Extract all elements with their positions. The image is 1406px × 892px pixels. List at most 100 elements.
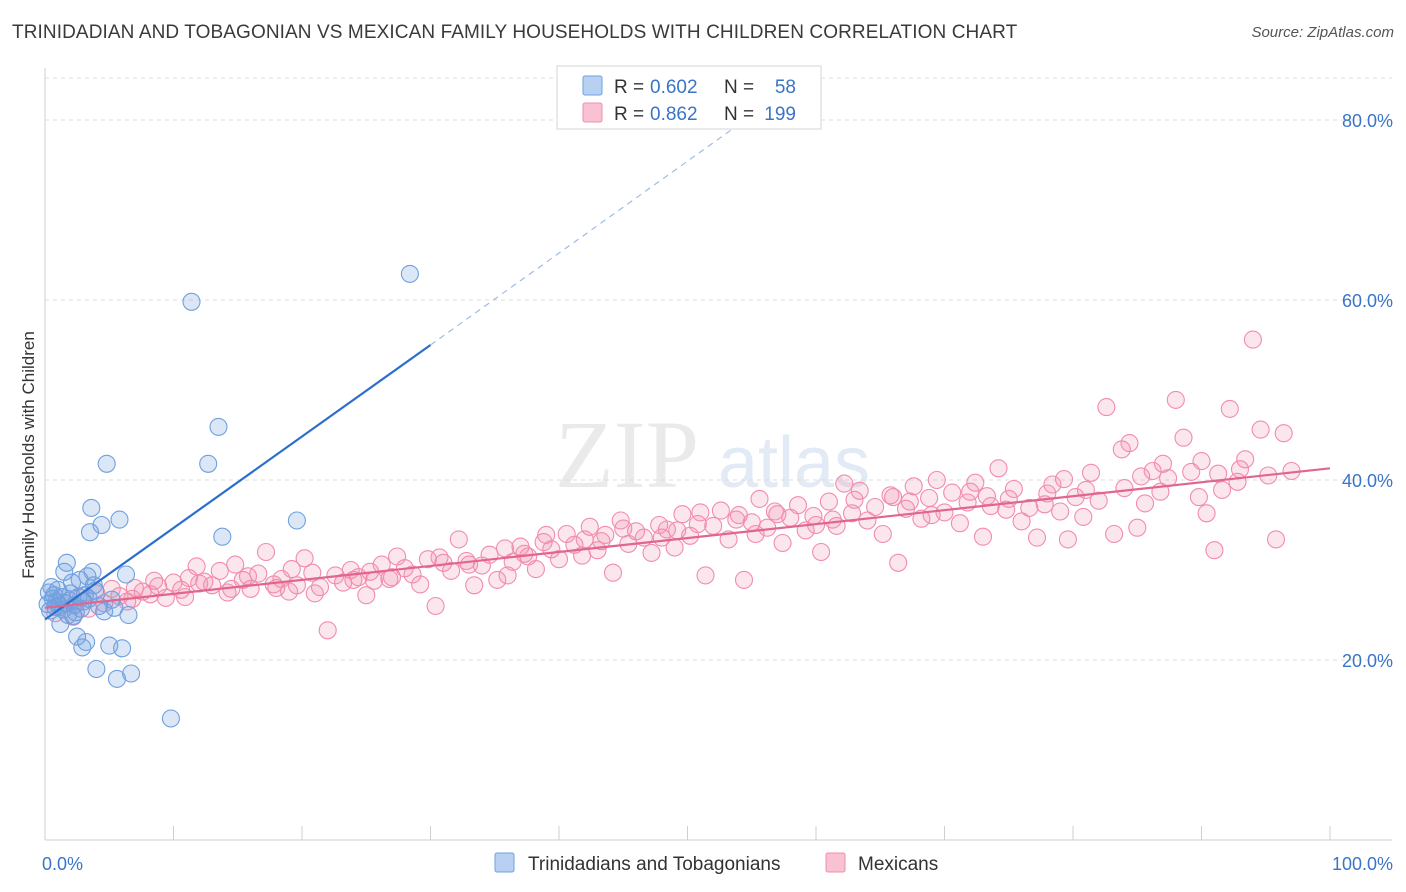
point-series-1: [900, 492, 919, 511]
point-series-1: [1236, 450, 1255, 469]
trend-line-series-0: [44, 344, 432, 621]
point-series-1: [382, 568, 402, 587]
trend-lines: [44, 128, 1331, 621]
point-series-1: [603, 563, 623, 582]
point-series-1: [1189, 488, 1208, 507]
point-series-0: [80, 523, 100, 542]
tick-labels: 20.0% 40.0% 60.0% 80.0% 0.0% 100.0%: [42, 111, 1393, 874]
point-series-1: [746, 524, 765, 544]
point-series-0: [92, 515, 111, 535]
y-axis-label: Family Households with Children: [19, 331, 38, 579]
point-series-1: [226, 555, 245, 574]
point-series-1: [575, 530, 594, 549]
point-series-1: [549, 550, 569, 569]
point-series-1: [1115, 479, 1134, 498]
point-series-1: [534, 533, 553, 552]
point-series-1: [1081, 463, 1101, 482]
stats-legend: R = 0.602 N = 58 R = 0.862 N = 199: [556, 65, 822, 130]
watermark-atlas: atlas: [718, 423, 870, 503]
point-series-1: [927, 470, 946, 490]
trend-line-series-1: [44, 467, 1331, 609]
point-series-1: [537, 525, 556, 544]
point-series-1: [1074, 507, 1093, 526]
point-series-1: [691, 503, 710, 522]
point-series-1: [1197, 504, 1216, 523]
point-series-1: [145, 571, 164, 590]
axes: [44, 68, 1392, 841]
point-series-0: [113, 639, 132, 658]
stat-n-series-1: 199: [764, 104, 796, 125]
point-series-1: [1266, 530, 1286, 549]
point-series-1: [1097, 398, 1116, 417]
stats-swatch-series-1: [582, 102, 603, 123]
point-series-1: [673, 505, 692, 524]
stat-r-series-1: 0.862: [650, 104, 698, 125]
point-series-1: [750, 489, 769, 508]
point-series-0: [119, 605, 138, 625]
point-series-0: [209, 417, 228, 436]
y-tick-label: 20.0%: [1342, 651, 1393, 671]
point-series-1: [734, 570, 754, 589]
point-series-0: [87, 659, 106, 679]
point-series-1: [614, 519, 633, 538]
svg-text:N =: N =: [724, 104, 754, 125]
point-series-0: [116, 565, 136, 584]
point-series-1: [305, 584, 324, 603]
point-series-1: [1132, 467, 1151, 486]
point-series-1: [592, 532, 611, 551]
point-series-1: [426, 596, 445, 616]
y-tick-label: 40.0%: [1342, 471, 1393, 491]
point-series-1: [1128, 518, 1147, 537]
point-series-1: [1058, 530, 1077, 549]
point-series-1: [765, 502, 784, 521]
point-series-1: [1213, 480, 1232, 499]
point-series-1: [515, 544, 534, 563]
point-series-1: [403, 565, 422, 584]
point-series-1: [823, 510, 842, 529]
point-series-0: [287, 511, 306, 530]
point-series-1: [295, 549, 314, 568]
point-series-1: [411, 575, 430, 594]
point-series-1: [973, 527, 993, 546]
point-series-0: [182, 292, 201, 311]
point-series-1: [1230, 460, 1250, 479]
point-series-0: [213, 527, 232, 546]
point-series-1: [912, 509, 931, 528]
point-series-1: [688, 515, 707, 534]
svg-text:N =: N =: [724, 77, 754, 98]
point-series-1: [1089, 491, 1108, 510]
point-series-1: [711, 501, 730, 520]
legend-swatch-series-0: [494, 852, 515, 873]
point-series-1: [156, 588, 175, 607]
point-series-1: [357, 586, 376, 605]
chart-title: TRINIDADIAN AND TOBAGONIAN VS MEXICAN FA…: [12, 22, 1018, 43]
source-label: Source: ZipAtlas.com: [1251, 24, 1394, 41]
y-axis-label-wrap: Family Households with Children: [12, 290, 42, 620]
point-series-1: [920, 488, 939, 508]
point-series-1: [465, 576, 484, 595]
stat-n-series-0: 58: [775, 77, 796, 98]
point-series-1: [1020, 498, 1039, 517]
point-series-1: [1205, 541, 1224, 560]
point-series-0: [161, 709, 180, 728]
point-series-1: [845, 490, 864, 509]
point-series-1: [187, 557, 206, 576]
svg-text:R =: R =: [614, 104, 644, 125]
point-series-1: [498, 566, 517, 585]
point-series-1: [210, 561, 229, 580]
point-series-0: [400, 264, 419, 283]
point-series-1: [442, 561, 461, 580]
point-series-1: [1251, 420, 1270, 439]
point-series-1: [835, 474, 854, 493]
point-series-1: [788, 496, 808, 515]
point-series-1: [256, 542, 276, 562]
point-series-1: [1174, 428, 1193, 447]
point-series-1: [460, 555, 479, 574]
point-series-1: [1220, 399, 1239, 418]
point-series-0: [122, 664, 141, 683]
point-series-1: [449, 530, 468, 549]
y-tick-label: 60.0%: [1342, 291, 1393, 311]
stats-swatch-series-0: [582, 75, 603, 96]
point-series-1: [238, 567, 258, 586]
point-series-1: [588, 541, 607, 560]
